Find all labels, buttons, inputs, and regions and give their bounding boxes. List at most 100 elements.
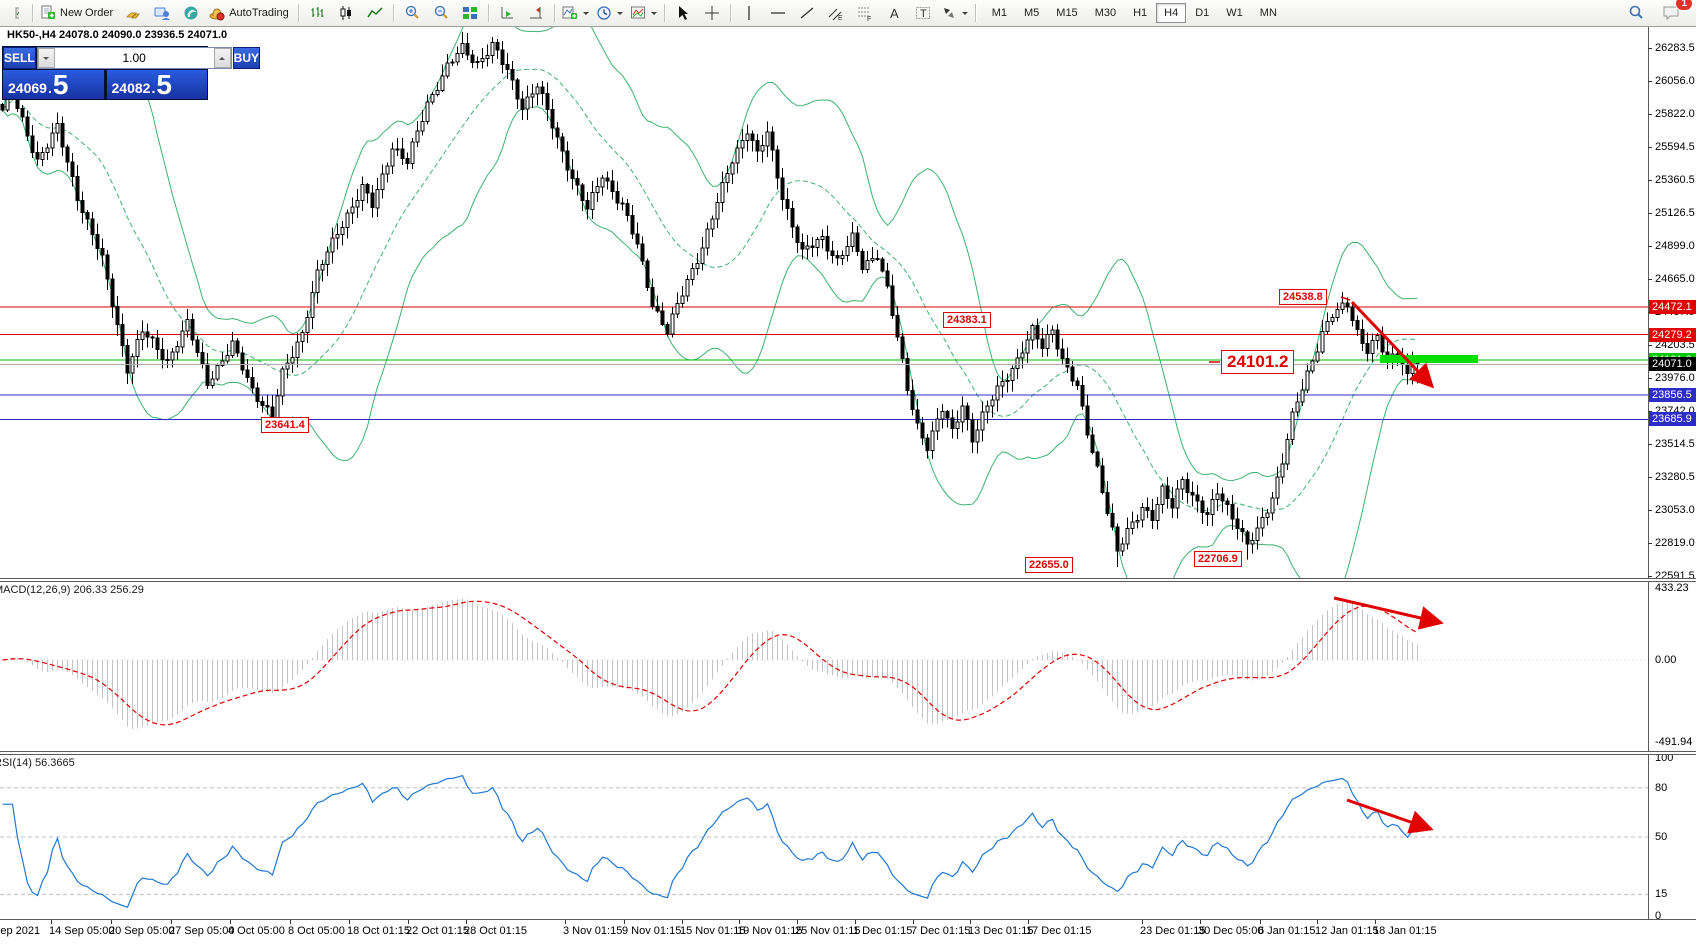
time-axis-tick bbox=[349, 920, 350, 924]
virtual-hosting-button[interactable] bbox=[148, 1, 176, 25]
cursor-tool-button[interactable] bbox=[669, 1, 697, 25]
signals-button[interactable] bbox=[177, 1, 205, 25]
vertical-line-tool-button[interactable] bbox=[735, 1, 763, 25]
buy-price[interactable]: 24082. 5 bbox=[106, 70, 207, 99]
metaeditor-button[interactable] bbox=[119, 1, 147, 25]
macd-panel-canvas[interactable] bbox=[0, 581, 1648, 752]
toolbar-separator bbox=[297, 4, 299, 22]
new-order-button[interactable]: New Order bbox=[37, 2, 118, 24]
periods-button[interactable] bbox=[593, 1, 626, 25]
time-axis-tick bbox=[171, 920, 172, 924]
buy-button[interactable]: BUY bbox=[232, 47, 261, 69]
volume-decrease-button[interactable] bbox=[37, 48, 55, 68]
crosshair-tool-button[interactable] bbox=[698, 1, 726, 25]
rsi-panel-canvas[interactable] bbox=[0, 754, 1648, 919]
toolbar: New Order AutoTrading E F A T bbox=[0, 0, 1696, 27]
axis-tick-label: 23280.5 bbox=[1655, 471, 1695, 483]
rsi-axis-label: 15 bbox=[1655, 888, 1668, 900]
text-tool-button[interactable]: A bbox=[880, 1, 908, 25]
axis-tick-label: 22819.0 bbox=[1655, 537, 1695, 549]
rsi-name: RSI(14) bbox=[0, 757, 32, 769]
auto-scroll-button[interactable] bbox=[493, 1, 521, 25]
arrows-icon bbox=[943, 8, 954, 18]
price-level-badge: 23856.5 bbox=[1649, 388, 1696, 402]
axis-tick bbox=[1648, 444, 1652, 445]
time-axis-border bbox=[0, 919, 1696, 920]
toolbar-separator bbox=[32, 4, 33, 22]
horizontal-line-tool-button[interactable] bbox=[764, 1, 792, 25]
line-chart-icon bbox=[367, 7, 383, 18]
indicators-icon bbox=[562, 6, 577, 19]
chart-title: HK50-,H4 24078.0 24090.0 23936.5 24071.0 bbox=[7, 29, 228, 41]
text-label-icon: T bbox=[915, 7, 930, 20]
toolbar-separator bbox=[663, 4, 665, 22]
time-axis-label: 3 Nov 01:15 bbox=[563, 925, 623, 937]
timeframe-m15[interactable]: M15 bbox=[1056, 7, 1078, 19]
chart-shift-button[interactable] bbox=[522, 1, 550, 25]
volume-increase-button[interactable] bbox=[213, 48, 231, 68]
tile-windows-button[interactable] bbox=[456, 1, 484, 25]
rsi-value: 56.3665 bbox=[34, 757, 75, 769]
arrows-tool-button[interactable] bbox=[938, 1, 971, 25]
axis-tick bbox=[1648, 477, 1652, 478]
main-chart-canvas[interactable] bbox=[0, 26, 1648, 579]
time-axis-label: 22 Oct 01:15 bbox=[406, 925, 469, 937]
timeframe-m5[interactable]: M5 bbox=[1024, 7, 1040, 19]
text-label-tool-button[interactable]: T bbox=[909, 1, 937, 25]
axis-tick bbox=[1648, 48, 1652, 49]
new-chart-button[interactable] bbox=[0, 1, 28, 25]
sell-button[interactable]: SELL bbox=[3, 47, 36, 69]
timeframe-d1[interactable]: D1 bbox=[1195, 7, 1210, 19]
trendline-tool-button[interactable] bbox=[793, 1, 821, 25]
price-label: 24383.1 bbox=[943, 312, 991, 328]
dropdown-caret-icon bbox=[616, 12, 623, 18]
volume-input[interactable] bbox=[54, 48, 214, 68]
price-label: 24538.8 bbox=[1279, 289, 1327, 305]
panel-separator[interactable] bbox=[0, 751, 1696, 755]
candlestick-chart-button[interactable] bbox=[332, 1, 360, 25]
timeframe-bar: M1 M5 M15 M30 H1 H4 D1 W1 MN bbox=[984, 3, 1285, 23]
time-axis-label: 15 Nov 01:15 bbox=[680, 925, 746, 937]
time-axis-label: 6 Jan 01:15 bbox=[1258, 925, 1316, 937]
axis-tick bbox=[1648, 213, 1652, 214]
timeframe-h4[interactable]: H4 bbox=[1156, 3, 1187, 23]
time-axis-label: 17 Dec 01:15 bbox=[1026, 925, 1092, 937]
candlestick-chart-icon bbox=[340, 6, 351, 20]
panel-separator[interactable] bbox=[0, 578, 1696, 582]
channel-tool-button[interactable]: E bbox=[822, 1, 850, 25]
equidistant-channel-icon: E bbox=[828, 8, 843, 21]
notifications-button[interactable]: 1 bbox=[1658, 0, 1693, 25]
axis-tick bbox=[1648, 510, 1652, 511]
zoom-in-button[interactable] bbox=[398, 1, 426, 25]
timeframe-w1[interactable]: W1 bbox=[1226, 7, 1243, 19]
zoom-in-icon bbox=[405, 5, 419, 19]
line-chart-button[interactable] bbox=[361, 1, 389, 25]
time-axis-label: 14 Sep 05:00 bbox=[49, 925, 115, 937]
templates-button[interactable] bbox=[627, 1, 660, 25]
autotrading-button[interactable]: AutoTrading bbox=[206, 2, 294, 24]
axis-tick-label: 24203.5 bbox=[1655, 339, 1695, 351]
timeframe-h1[interactable]: H1 bbox=[1133, 7, 1148, 19]
svg-text:F: F bbox=[867, 16, 871, 21]
sell-price[interactable]: 24069. 5 bbox=[3, 70, 104, 99]
macd-axis-label: -491.94 bbox=[1655, 736, 1693, 748]
search-button[interactable] bbox=[1622, 1, 1650, 25]
bar-chart-button[interactable] bbox=[303, 1, 331, 25]
time-axis-label: 18 Jan 01:15 bbox=[1373, 925, 1437, 937]
toolbar-separator bbox=[392, 4, 394, 22]
axis-tick bbox=[1648, 147, 1652, 148]
axis-tick bbox=[1648, 180, 1652, 181]
fibonacci-tool-button[interactable]: F bbox=[851, 1, 879, 25]
timeframe-mn[interactable]: MN bbox=[1259, 7, 1277, 19]
time-axis-label: 8 Oct 05:00 bbox=[288, 925, 345, 937]
indicators-button[interactable] bbox=[559, 1, 592, 25]
axis-tick-label: 23514.5 bbox=[1655, 438, 1695, 450]
time-axis-tick bbox=[1260, 920, 1261, 924]
rsi-axis-label: 0 bbox=[1655, 910, 1662, 922]
axis-tick-label: 24665.0 bbox=[1655, 273, 1695, 285]
timeframe-m1[interactable]: M1 bbox=[991, 7, 1007, 19]
price-level-badge: 23685.9 bbox=[1649, 412, 1696, 426]
timeframe-m30[interactable]: M30 bbox=[1094, 7, 1117, 19]
zoom-out-button[interactable] bbox=[427, 1, 455, 25]
